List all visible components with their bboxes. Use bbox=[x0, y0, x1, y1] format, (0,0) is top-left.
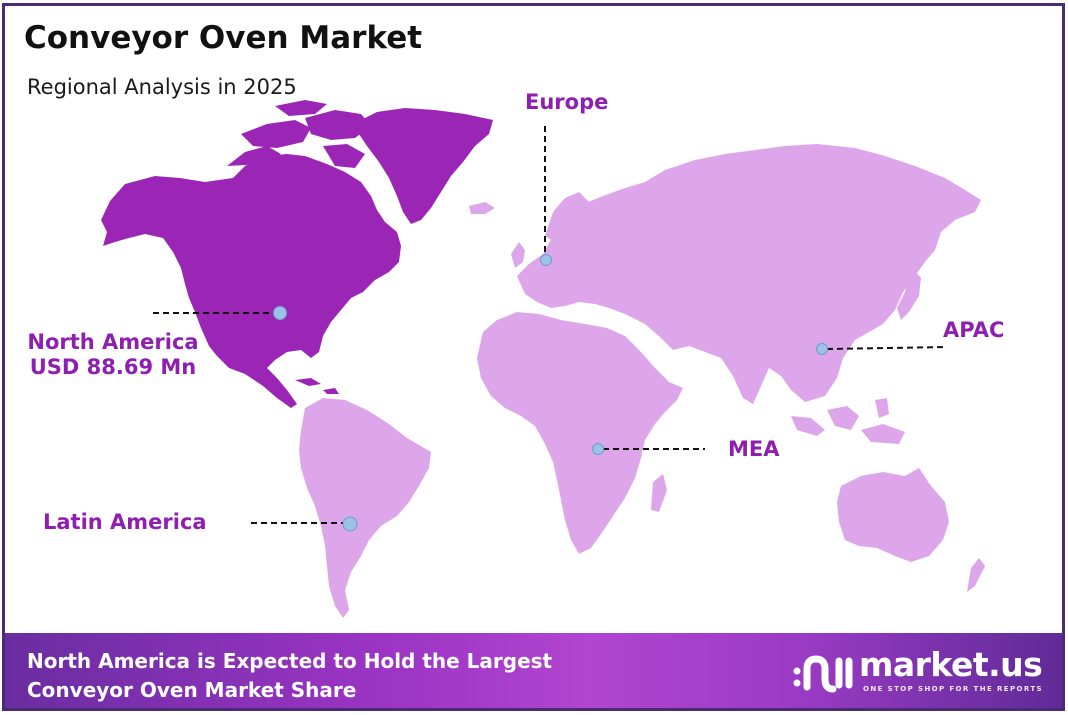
page-subtitle: Regional Analysis in 2025 bbox=[27, 75, 297, 99]
marker-latin-america[interactable] bbox=[342, 516, 358, 532]
market-us-logo-icon bbox=[793, 655, 853, 693]
marker-north-america[interactable] bbox=[273, 306, 287, 320]
leader-apac bbox=[826, 346, 948, 350]
logo-wordmark: market.us bbox=[859, 645, 1043, 684]
banner-line-2: Conveyor Oven Market Share bbox=[27, 678, 357, 702]
marker-apac[interactable] bbox=[816, 343, 828, 355]
marker-europe[interactable] bbox=[540, 254, 552, 266]
label-europe: Europe bbox=[525, 90, 609, 114]
leader-lines bbox=[153, 126, 948, 524]
north-america-value: USD 88.69 Mn bbox=[29, 355, 197, 380]
region-markers bbox=[273, 254, 828, 532]
market-us-logo[interactable]: market.us ONE STOP SHOP FOR THE REPORTS bbox=[793, 645, 1043, 699]
infographic-frame: Conveyor Oven Market Regional Analysis i… bbox=[2, 3, 1065, 711]
label-north-america: North America USD 88.69 Mn bbox=[18, 330, 208, 380]
logo-tagline: ONE STOP SHOP FOR THE REPORTS bbox=[863, 685, 1043, 693]
banner-line-1: North America is Expected to Hold the La… bbox=[27, 649, 553, 673]
label-apac: APAC bbox=[943, 318, 1005, 342]
footer-banner: North America is Expected to Hold the La… bbox=[5, 633, 1062, 708]
banner-headline: North America is Expected to Hold the La… bbox=[27, 647, 552, 705]
page-title: Conveyor Oven Market bbox=[24, 20, 423, 56]
north-america-name: North America bbox=[27, 330, 199, 354]
marker-mea[interactable] bbox=[592, 443, 604, 455]
label-latin-america: Latin America bbox=[43, 510, 207, 534]
region-latin-america bbox=[299, 398, 431, 618]
label-mea: MEA bbox=[728, 437, 780, 461]
world-map bbox=[101, 100, 985, 618]
region-north-america bbox=[101, 100, 493, 408]
region-eurasia-africa-oceania bbox=[469, 144, 985, 592]
